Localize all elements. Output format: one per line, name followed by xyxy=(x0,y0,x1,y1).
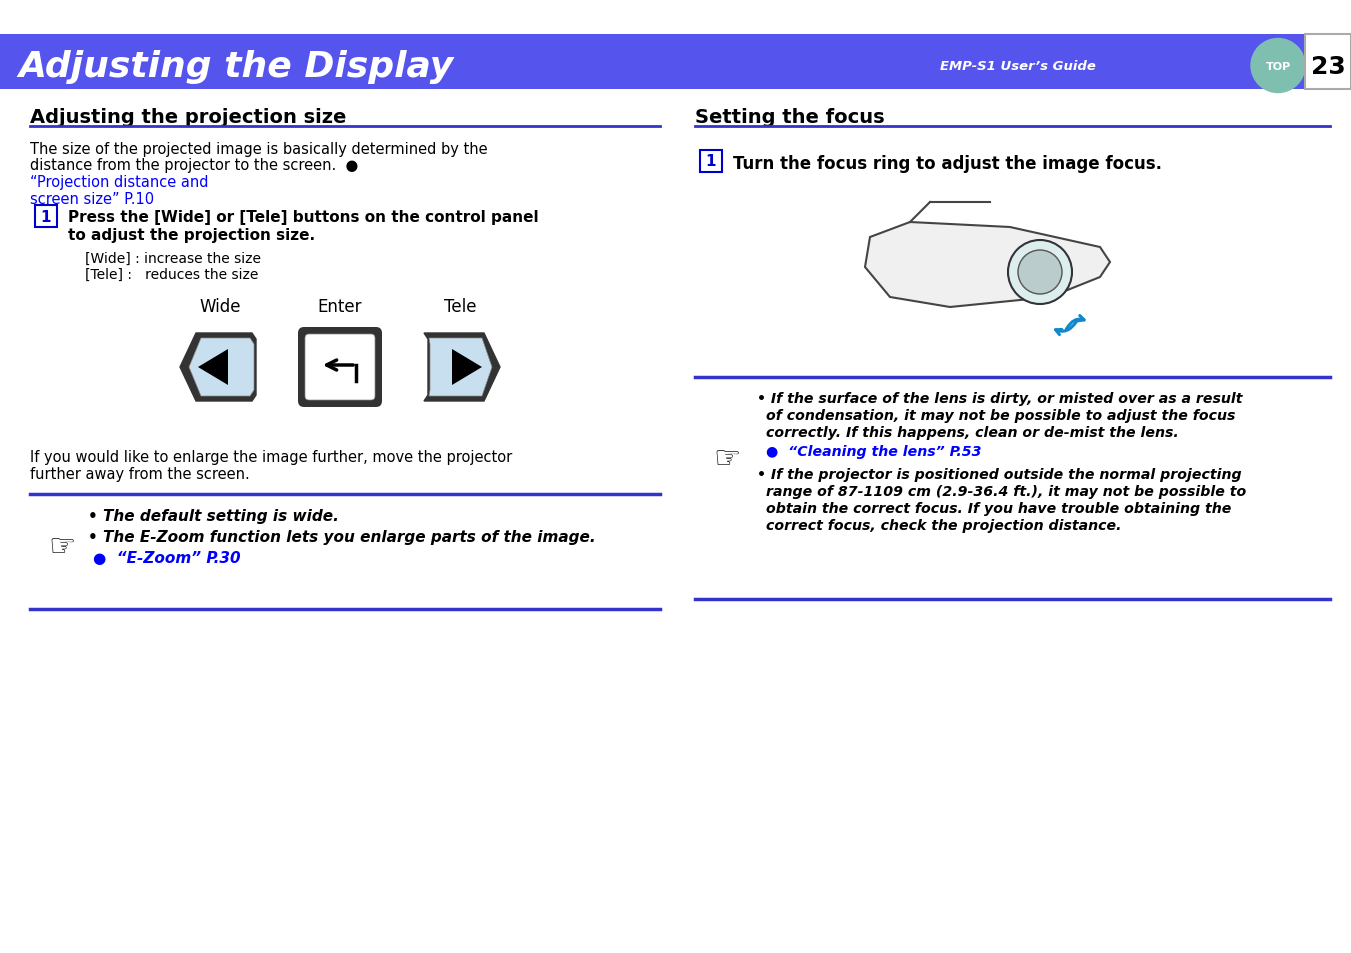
Text: TOP: TOP xyxy=(1266,61,1290,71)
Text: • If the surface of the lens is dirty, or misted over as a result: • If the surface of the lens is dirty, o… xyxy=(757,392,1243,406)
Circle shape xyxy=(1019,251,1062,294)
Text: of condensation, it may not be possible to adjust the focus: of condensation, it may not be possible … xyxy=(766,409,1235,422)
Text: range of 87-1109 cm (2.9-36.4 ft.), it may not be possible to: range of 87-1109 cm (2.9-36.4 ft.), it m… xyxy=(766,484,1246,498)
Text: correctly. If this happens, clean or de-mist the lens.: correctly. If this happens, clean or de-… xyxy=(766,426,1179,439)
Text: The size of the projected image is basically determined by the: The size of the projected image is basic… xyxy=(30,142,488,157)
Text: [Wide] : increase the size: [Wide] : increase the size xyxy=(85,252,261,266)
Text: 1: 1 xyxy=(41,210,51,224)
Circle shape xyxy=(1251,39,1305,93)
Bar xyxy=(0,35,1351,90)
Circle shape xyxy=(1008,241,1071,305)
Text: Enter: Enter xyxy=(317,297,362,315)
Text: Press the [Wide] or [Tele] buttons on the control panel: Press the [Wide] or [Tele] buttons on th… xyxy=(68,210,539,225)
Text: to adjust the projection size.: to adjust the projection size. xyxy=(68,228,315,243)
Polygon shape xyxy=(430,338,492,396)
Text: EMP-S1 User’s Guide: EMP-S1 User’s Guide xyxy=(940,60,1096,73)
Text: • The default setting is wide.: • The default setting is wide. xyxy=(88,509,339,523)
Bar xyxy=(1305,35,1351,90)
Text: 23: 23 xyxy=(1310,54,1346,78)
Text: correct focus, check the projection distance.: correct focus, check the projection dist… xyxy=(766,518,1121,533)
Polygon shape xyxy=(424,334,500,401)
Polygon shape xyxy=(453,350,482,386)
Polygon shape xyxy=(180,334,255,401)
FancyBboxPatch shape xyxy=(299,328,382,408)
Polygon shape xyxy=(199,350,228,386)
Text: “Projection distance and
screen size” P.10: “Projection distance and screen size” P.… xyxy=(30,174,208,207)
Text: distance from the projector to the screen.  ●: distance from the projector to the scree… xyxy=(30,158,358,172)
Text: ☞: ☞ xyxy=(49,533,76,562)
Bar xyxy=(700,151,721,172)
Bar xyxy=(35,206,57,228)
Text: • The E-Zoom function lets you enlarge parts of the image.: • The E-Zoom function lets you enlarge p… xyxy=(88,530,596,544)
Text: Adjusting the Display: Adjusting the Display xyxy=(18,50,453,84)
Text: 1: 1 xyxy=(705,154,716,170)
Text: ●  “E-Zoom” P.30: ● “E-Zoom” P.30 xyxy=(93,551,240,565)
Text: [Tele] :   reduces the size: [Tele] : reduces the size xyxy=(85,268,258,282)
Text: Tele: Tele xyxy=(443,297,477,315)
Text: ☞: ☞ xyxy=(713,445,740,474)
Polygon shape xyxy=(189,338,254,396)
Text: Setting the focus: Setting the focus xyxy=(694,108,885,127)
Text: ●  “Cleaning the lens” P.53: ● “Cleaning the lens” P.53 xyxy=(766,444,981,458)
Text: Wide: Wide xyxy=(199,297,240,315)
Text: obtain the correct focus. If you have trouble obtaining the: obtain the correct focus. If you have tr… xyxy=(766,501,1231,516)
Text: Turn the focus ring to adjust the image focus.: Turn the focus ring to adjust the image … xyxy=(734,154,1162,172)
FancyBboxPatch shape xyxy=(305,335,376,400)
Text: further away from the screen.: further away from the screen. xyxy=(30,467,250,481)
Polygon shape xyxy=(865,223,1111,308)
Text: If you would like to enlarge the image further, move the projector: If you would like to enlarge the image f… xyxy=(30,450,512,464)
Text: Adjusting the projection size: Adjusting the projection size xyxy=(30,108,346,127)
Text: • If the projector is positioned outside the normal projecting: • If the projector is positioned outside… xyxy=(757,468,1242,481)
